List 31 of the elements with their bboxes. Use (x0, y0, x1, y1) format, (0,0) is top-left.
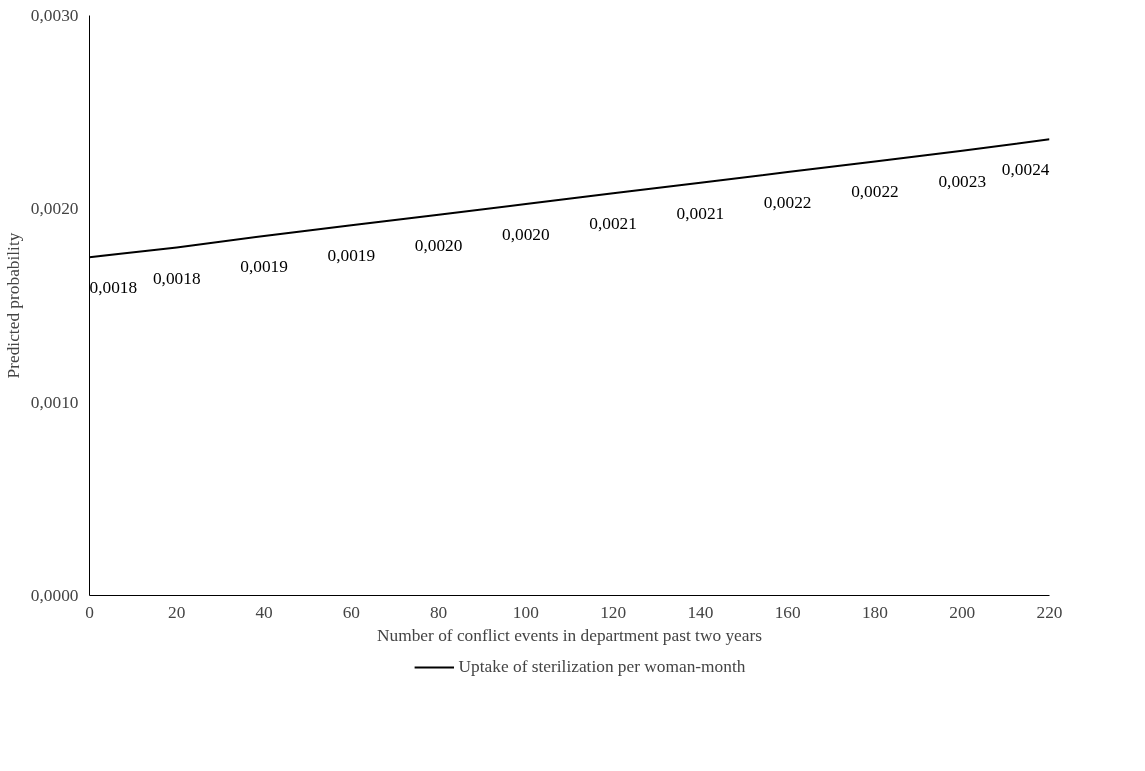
y-tick-label: 0,0000 (30, 586, 79, 605)
x-tick-label: 140 (687, 602, 714, 622)
data-label: 0,0018 (89, 278, 138, 298)
x-tick-label: 120 (600, 602, 627, 622)
y-axis-title: Predicted probability (3, 232, 23, 379)
x-tick-label: 200 (949, 602, 976, 622)
data-label: 0,0020 (502, 225, 550, 244)
data-label: 0,0022 (851, 182, 899, 202)
data-label: 0,0018 (152, 268, 201, 288)
x-tick-label: 100 (512, 602, 539, 622)
x-tick-label: 220 (1036, 602, 1063, 622)
data-label: 0,0024 (1001, 160, 1050, 180)
data-label: 0,0023 (938, 171, 987, 191)
data-label: 0,0021 (589, 214, 637, 234)
x-tick-label: 0 (85, 602, 94, 622)
data-label: 0,0021 (676, 203, 725, 223)
x-tick-label: 20 (168, 602, 186, 622)
x-tick-label: 180 (861, 602, 888, 622)
data-label: 0,0020 (414, 235, 463, 255)
data-label: 0,0022 (763, 193, 812, 213)
legend-label: Uptake of sterilization per woman-month (458, 657, 746, 677)
x-tick-label: 80 (429, 602, 448, 622)
x-axis-title: Number of conflict events in department past two years (377, 625, 763, 645)
y-tick-label: 0,0020 (30, 199, 79, 219)
x-tick-label: 40 (255, 602, 273, 622)
y-tick-label: 0,0010 (30, 392, 79, 412)
x-tick-label: 60 (342, 602, 360, 622)
data-label: 0,0019 (327, 246, 376, 266)
x-tick-label: 160 (774, 602, 801, 622)
y-tick-label: 0,0030 (30, 6, 79, 25)
data-label: 0,0019 (240, 256, 288, 276)
